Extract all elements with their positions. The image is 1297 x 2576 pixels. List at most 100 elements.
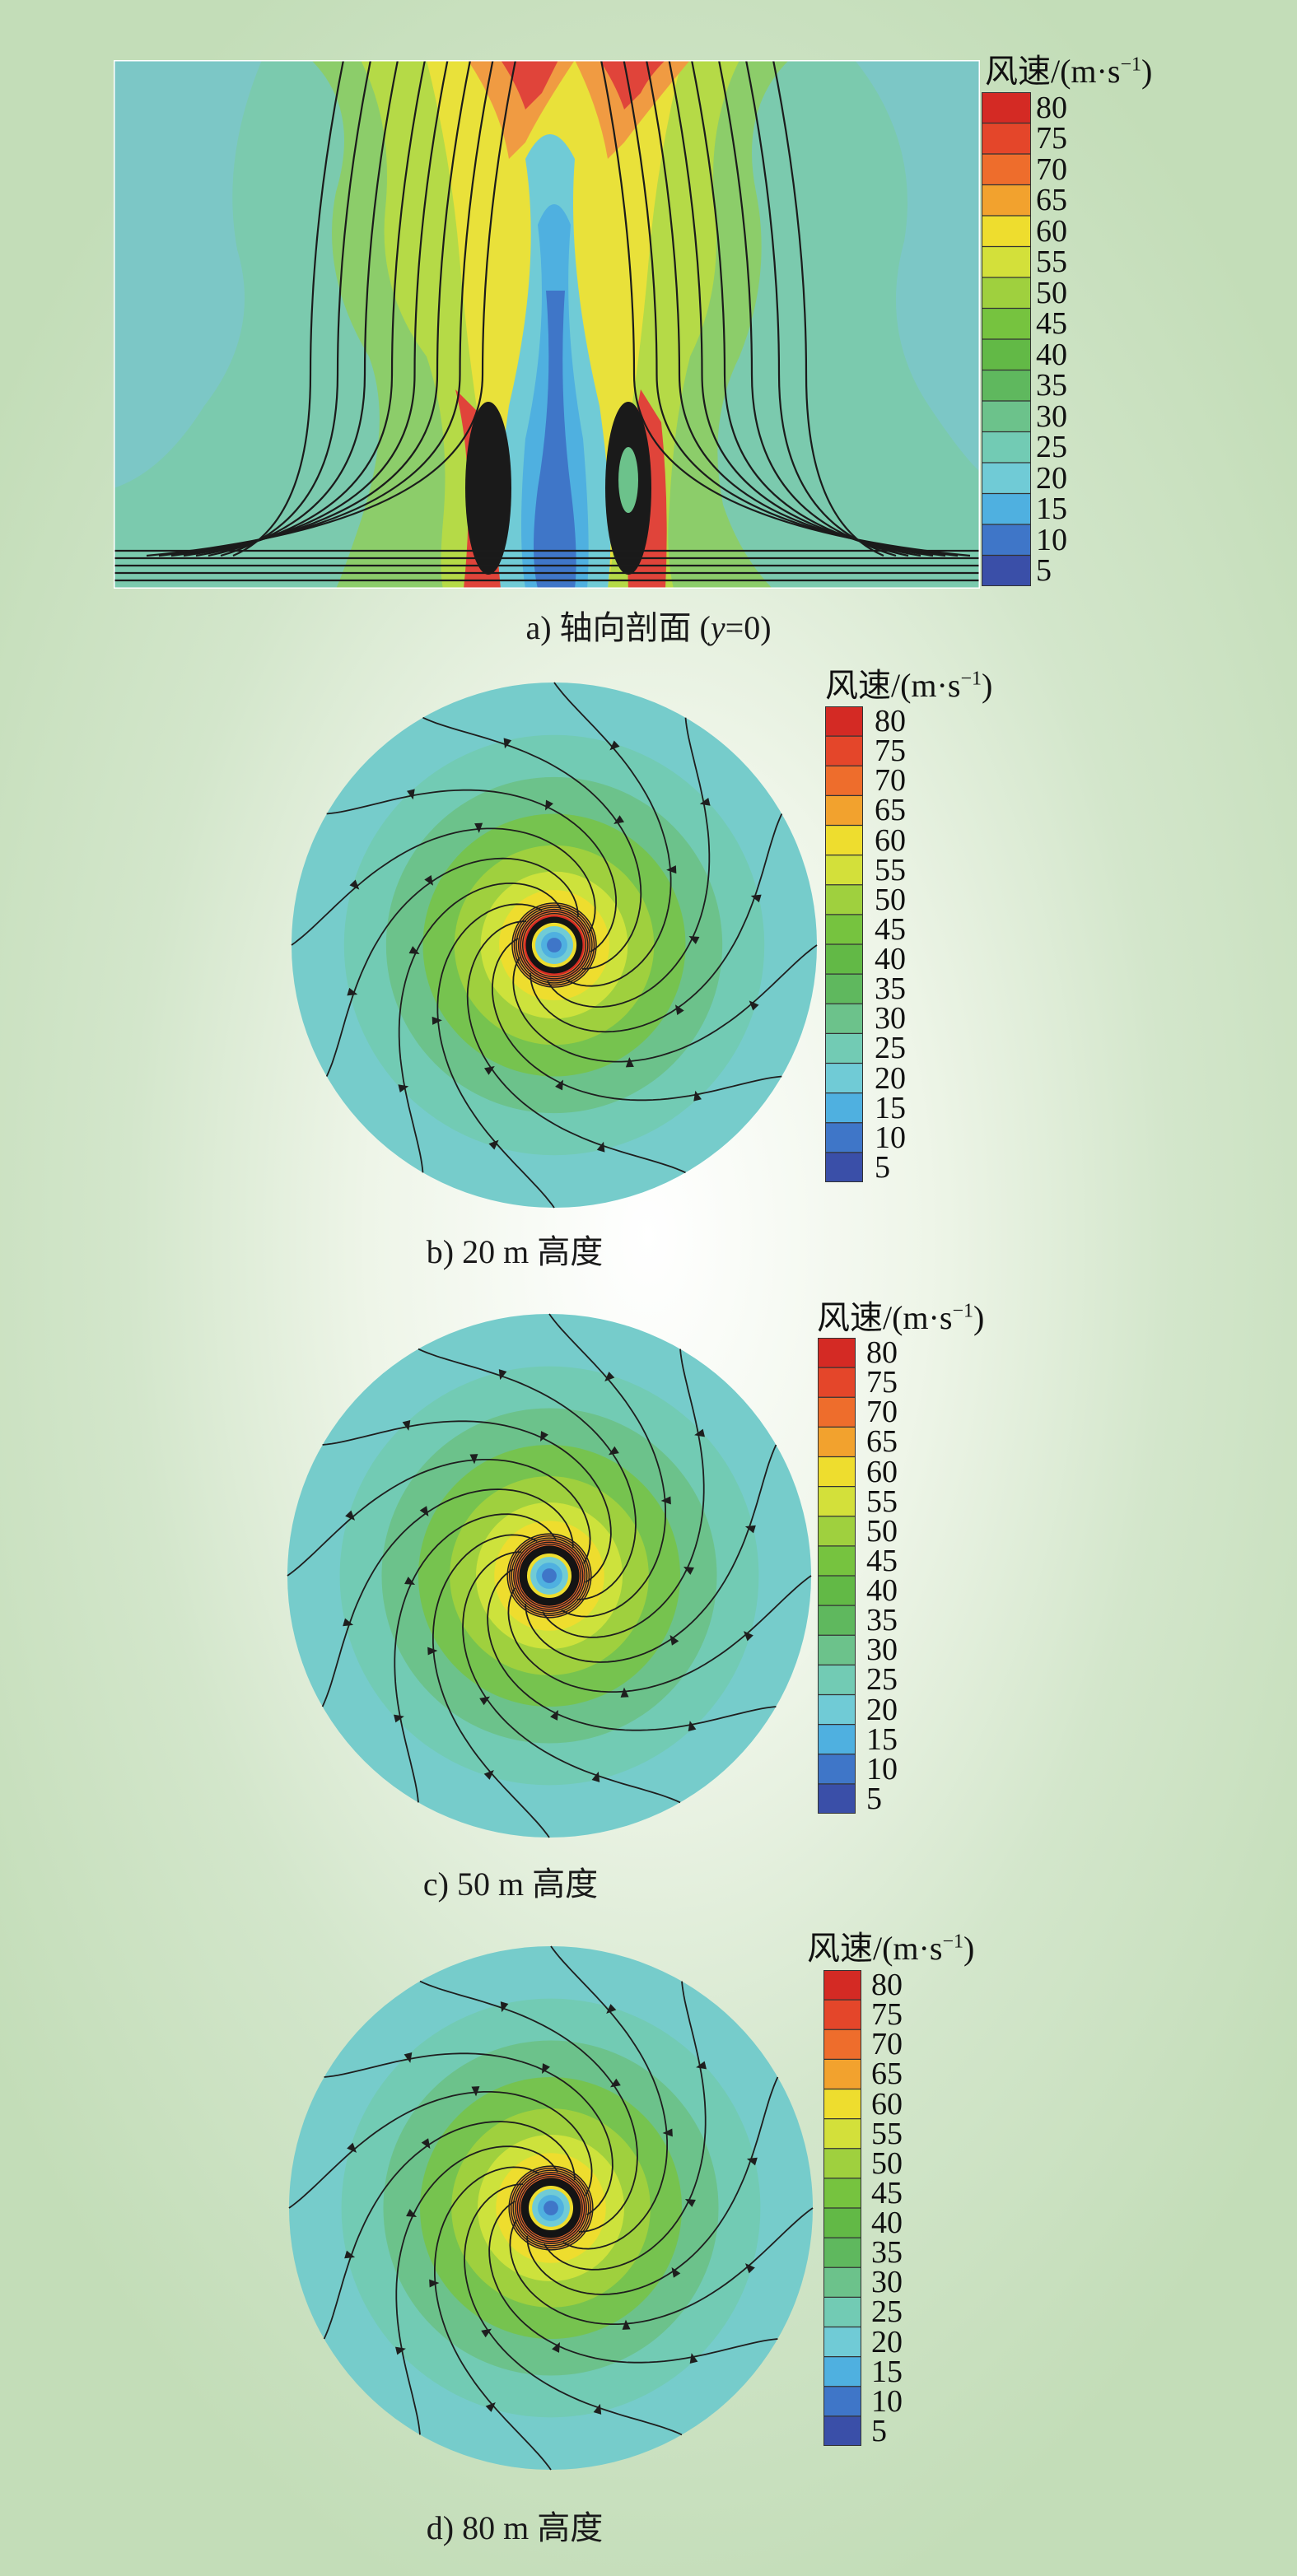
streamline-arrow — [419, 1506, 429, 1516]
cross-section-20m-contours — [291, 682, 818, 1209]
colorbar-swatch — [825, 884, 863, 915]
colorbar-swatch — [818, 1605, 856, 1636]
streamline — [464, 2183, 683, 2436]
colorbar-c — [818, 1338, 856, 1814]
streamline — [291, 827, 596, 946]
streamline-arrow — [347, 987, 358, 996]
colorbar-swatch — [818, 1397, 856, 1428]
colorbar-tick-label: 20 — [871, 2324, 903, 2359]
streamline-arrow — [479, 1696, 490, 1706]
streamline-arrow — [427, 1647, 438, 1656]
cross-section-80m-contours — [288, 1945, 814, 2471]
core-streamline — [508, 1535, 590, 1617]
streamline — [422, 716, 642, 970]
streamline-arrow — [550, 1709, 558, 1721]
colorbar-tick-label: 15 — [866, 1721, 898, 1757]
colorbar-swatch — [823, 2386, 861, 2417]
streamline-arrow — [349, 879, 360, 890]
colorbar-swatch — [982, 370, 1031, 402]
colorbar-swatch — [982, 92, 1031, 123]
colorbar-tick-label: 15 — [875, 1090, 906, 1125]
colorbar-tick-label: 35 — [866, 1603, 898, 1638]
colorbar-tick-label: 75 — [866, 1365, 898, 1400]
streamline — [526, 2076, 779, 2295]
streamline-arrow — [591, 1771, 600, 1782]
streamline — [547, 717, 711, 1009]
colorbar-swatch — [982, 524, 1031, 556]
core-streamline — [513, 904, 595, 986]
streamline-arrow — [689, 2353, 698, 2364]
streamline — [398, 882, 562, 1173]
streamline — [419, 1980, 638, 2233]
colorbar-swatch — [823, 2148, 861, 2179]
updraft-streamline — [668, 60, 934, 557]
updraft-streamline — [195, 60, 427, 557]
colorbar-swatch — [825, 914, 863, 945]
colorbar-swatch — [818, 1367, 856, 1398]
colorbar-swatch — [823, 2267, 861, 2298]
colorbar-swatch — [825, 706, 863, 737]
colorbar-tick-label: 40 — [875, 942, 906, 977]
colorbar-tick-label: 30 — [1036, 398, 1067, 434]
colorbar-tick-label: 50 — [1036, 275, 1067, 310]
streamline-arrow — [484, 1065, 495, 1075]
colorbar-tick-label: 40 — [866, 1573, 898, 1609]
eye-contour — [544, 2201, 558, 2215]
updraft-streamline — [158, 60, 494, 557]
updraft-streamline — [744, 60, 897, 557]
colorbar-tick-label: 70 — [1036, 151, 1067, 187]
streamline — [434, 2166, 552, 2471]
streamline-arrow — [671, 2267, 681, 2278]
streamline-arrow — [406, 2209, 418, 2217]
colorbar-tick-label: 25 — [875, 1031, 906, 1066]
colorbar-tick-label: 20 — [866, 1692, 898, 1727]
colorbar-tick-label: 15 — [871, 2354, 903, 2389]
streamline-arrow — [620, 1687, 629, 1698]
updraft-streamline — [208, 60, 399, 557]
streamline-arrow — [625, 1057, 634, 1068]
colorbar-tick-label: 10 — [875, 1120, 906, 1155]
colorbar-tick-label: 50 — [866, 1513, 898, 1549]
streamline — [462, 1551, 681, 1804]
colorbar-swatch — [982, 154, 1031, 185]
colorbar-swatch — [982, 463, 1031, 494]
core-streamline — [513, 1540, 586, 1612]
colorbar-tick-label: 10 — [866, 1751, 898, 1786]
colorbar-swatch — [823, 2208, 861, 2238]
core-streamline — [516, 906, 593, 984]
streamline — [550, 1945, 668, 2250]
colorbar-tick-label: 45 — [875, 911, 906, 947]
colorbar-tick-label: 5 — [866, 1781, 882, 1816]
streamline — [466, 920, 686, 1174]
streamline-arrow — [407, 789, 415, 800]
colorbar-swatch — [818, 1456, 856, 1488]
streamline-arrow — [500, 2001, 509, 2013]
colorbar-swatch — [982, 493, 1031, 525]
colorbar-tick-label: 15 — [1036, 491, 1067, 527]
core-streamline — [519, 2176, 583, 2240]
streamline-arrow — [481, 2328, 492, 2338]
eye-contour — [547, 938, 562, 953]
colorbar-swatch — [982, 277, 1031, 309]
core-streamline — [510, 2167, 592, 2249]
streamline — [512, 944, 818, 1063]
caption-b: b) 20 m 高度 — [426, 1233, 604, 1270]
streamline-arrow — [344, 2250, 356, 2259]
streamlines — [287, 1313, 812, 1838]
updraft-streamline — [772, 60, 884, 557]
colorbar-swatch — [825, 736, 863, 766]
streamline — [548, 1313, 666, 1618]
colorbar-swatches — [818, 1338, 856, 1814]
streamline — [325, 857, 579, 1077]
colorbar-swatch — [823, 2356, 861, 2387]
streamline-arrow — [421, 2138, 431, 2149]
streamline — [542, 1349, 705, 1638]
colorbar-title-c: 风速/(m·s−1) — [817, 1299, 985, 1336]
streamline-arrow — [402, 1420, 411, 1431]
streamline-arrow — [604, 1372, 615, 1382]
streamline-arrow — [498, 1369, 507, 1381]
colorbar-tick-label: 75 — [871, 1997, 903, 2033]
streamline — [553, 682, 672, 987]
colorbar-swatch — [818, 1783, 856, 1814]
streamline-arrow — [662, 2128, 673, 2137]
